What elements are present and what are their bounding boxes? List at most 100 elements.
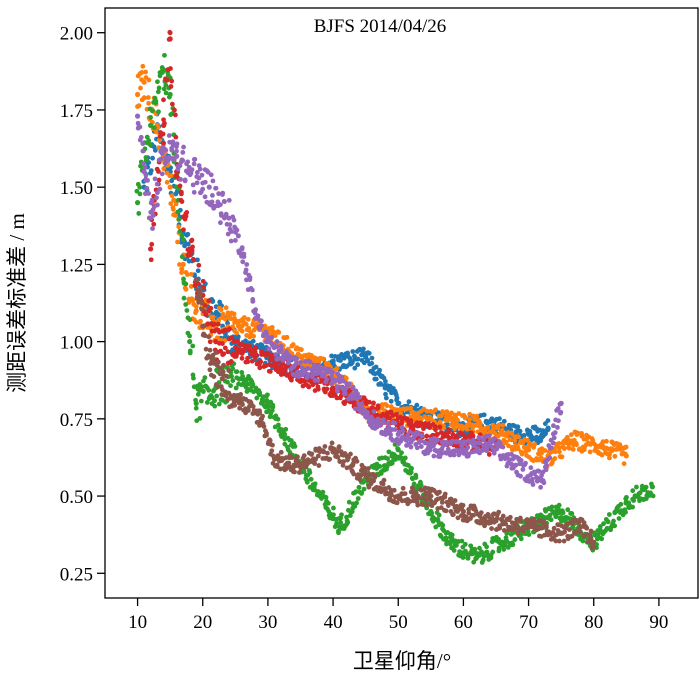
data-point xyxy=(399,450,404,456)
data-point xyxy=(435,516,441,522)
data-point xyxy=(366,399,372,405)
data-point xyxy=(357,477,363,483)
data-point xyxy=(525,475,530,480)
data-point xyxy=(159,151,165,156)
data-point xyxy=(334,366,340,371)
data-point xyxy=(354,500,360,506)
data-point xyxy=(161,166,167,172)
data-point xyxy=(138,134,144,140)
series-1 xyxy=(134,63,629,469)
data-point xyxy=(169,101,175,107)
data-point xyxy=(570,446,576,452)
data-point xyxy=(467,411,473,417)
data-point xyxy=(556,441,562,446)
data-point xyxy=(152,176,158,182)
data-point xyxy=(298,347,304,353)
data-point xyxy=(246,325,252,331)
data-point xyxy=(215,321,221,327)
data-point xyxy=(198,398,204,404)
data-point xyxy=(218,220,223,226)
data-point xyxy=(480,557,486,563)
data-point xyxy=(222,316,228,322)
data-point xyxy=(155,89,161,95)
data-point xyxy=(139,77,144,83)
x-tick-label: 20 xyxy=(193,612,212,633)
data-point xyxy=(190,182,196,188)
data-point xyxy=(219,392,225,397)
data-point xyxy=(212,321,217,327)
data-point xyxy=(324,376,330,382)
data-point xyxy=(450,512,456,517)
data-point xyxy=(485,512,491,517)
data-point xyxy=(290,364,295,370)
data-point xyxy=(283,426,289,432)
data-point xyxy=(381,420,386,425)
x-tick-label: 70 xyxy=(519,612,538,633)
data-point xyxy=(456,411,462,416)
data-point xyxy=(442,494,448,500)
data-point xyxy=(503,535,509,541)
data-point xyxy=(534,475,540,481)
data-point xyxy=(591,544,597,550)
data-point xyxy=(240,259,246,265)
data-point xyxy=(611,518,616,524)
data-point xyxy=(193,277,199,283)
data-point xyxy=(630,504,636,510)
data-point xyxy=(551,435,557,441)
data-point xyxy=(427,447,433,453)
data-point xyxy=(497,525,503,531)
x-tick-label: 30 xyxy=(258,612,277,633)
data-point xyxy=(584,525,590,531)
data-point xyxy=(231,311,237,317)
data-point xyxy=(445,503,451,508)
data-point xyxy=(312,362,318,368)
data-point xyxy=(394,500,400,506)
data-point xyxy=(264,397,270,403)
data-point xyxy=(388,432,393,437)
data-point xyxy=(176,224,182,230)
data-point xyxy=(423,491,428,497)
data-point xyxy=(441,425,446,431)
data-point xyxy=(312,481,318,487)
data-point xyxy=(445,422,451,427)
data-point xyxy=(396,429,402,435)
x-tick-label: 50 xyxy=(389,612,408,633)
data-point xyxy=(191,189,197,195)
data-point xyxy=(173,134,179,140)
data-point xyxy=(222,345,228,351)
data-point xyxy=(225,349,231,355)
data-point xyxy=(301,453,307,459)
data-point xyxy=(273,352,279,357)
data-point xyxy=(260,413,266,419)
data-point xyxy=(187,339,193,345)
data-point xyxy=(327,456,333,462)
data-point xyxy=(477,440,483,446)
data-point xyxy=(513,520,519,526)
data-point xyxy=(145,95,151,100)
data-point xyxy=(391,487,397,493)
data-point xyxy=(143,157,149,163)
data-point xyxy=(136,211,142,216)
data-point xyxy=(587,449,593,455)
data-point xyxy=(500,444,506,450)
data-point xyxy=(373,376,379,382)
data-point xyxy=(134,113,141,119)
data-point xyxy=(164,77,170,83)
data-point xyxy=(249,287,255,293)
data-point xyxy=(356,484,362,490)
y-tick-label: 1.50 xyxy=(60,178,93,199)
data-point xyxy=(421,426,426,432)
x-tick-label: 60 xyxy=(454,612,473,633)
data-point xyxy=(193,319,199,325)
data-point xyxy=(223,305,229,311)
data-point xyxy=(267,438,273,443)
data-point xyxy=(311,460,317,466)
data-point xyxy=(184,272,190,277)
data-point xyxy=(402,491,408,497)
data-point xyxy=(573,529,579,535)
data-point xyxy=(155,79,160,85)
data-point xyxy=(343,391,348,397)
data-point xyxy=(266,346,272,352)
data-point xyxy=(210,314,216,320)
data-point xyxy=(350,461,356,466)
